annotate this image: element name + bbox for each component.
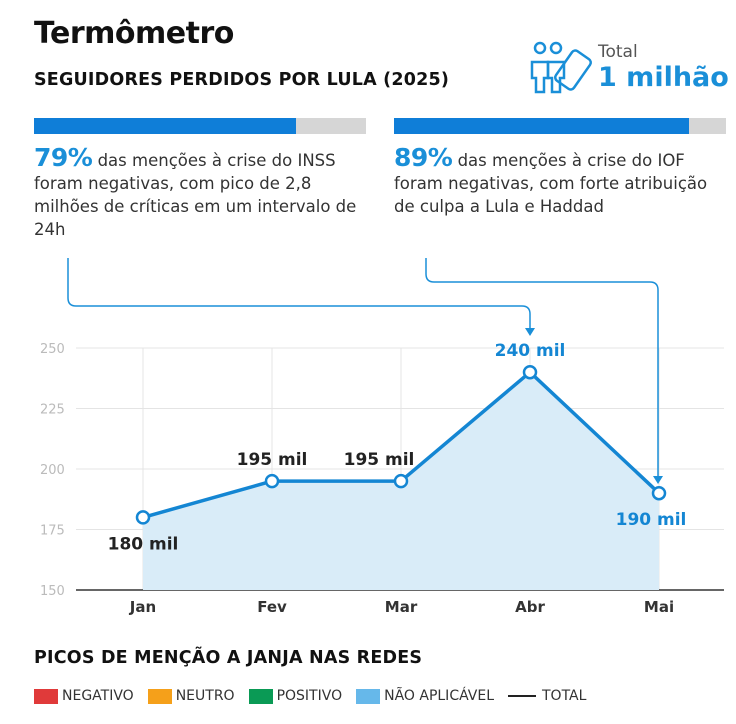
inss-text: das menções à crise do INSS foram negati…: [34, 151, 357, 239]
legend-label: NEUTRO: [175, 688, 235, 704]
legend-total: TOTAL: [508, 688, 586, 704]
data-point: [264, 473, 280, 489]
y-tick-label: 150: [40, 584, 65, 599]
legend: NEGATIVO NEUTRO POSITIVO NÃO APLICÁVEL T…: [34, 688, 600, 704]
y-tick-label: 175: [40, 524, 65, 539]
legend-label: NEGATIVO: [62, 688, 134, 704]
total-label: Total: [598, 42, 638, 62]
data-label: 180 mil: [108, 534, 179, 554]
iof-stat: 89% das menções à crise do IOF foram neg…: [394, 143, 724, 218]
x-tick-label: Jan: [129, 598, 156, 616]
data-point: [393, 473, 409, 489]
chart-subtitle: SEGUIDORES PERDIDOS POR LULA (2025): [34, 70, 450, 90]
legend-label: POSITIVO: [276, 688, 343, 704]
inss-percent: 79%: [34, 143, 93, 172]
iof-text: das menções à crise do IOF foram negativ…: [394, 151, 708, 216]
iof-callout-arrowhead: [653, 476, 663, 484]
legend-swatch: [356, 688, 381, 704]
data-label: 240 mil: [495, 341, 566, 361]
legend-label: TOTAL: [542, 688, 587, 704]
data-label: 195 mil: [237, 450, 308, 470]
x-tick-label: Fev: [257, 598, 287, 616]
legend-swatch: [34, 688, 58, 704]
inss-progress-fill: [34, 118, 297, 134]
inss-callout-arrow: [67, 258, 531, 330]
page-title: Termômetro: [34, 16, 234, 51]
x-tick-label: Abr: [515, 598, 545, 616]
inss-callout-arrowhead: [525, 328, 535, 336]
iof-progress-bar: [394, 118, 726, 134]
total-value: 1 milhão: [598, 62, 729, 93]
section-title: PICOS DE MENÇÃO A JANJA NAS REDES: [34, 648, 423, 668]
data-point: [135, 510, 151, 525]
inss-progress-bar: [34, 118, 366, 134]
data-point: [522, 364, 538, 380]
people-phone-icon: [530, 41, 593, 94]
legend-positivo: POSITIVO: [248, 688, 343, 704]
legend-negativo: NEGATIVO: [34, 688, 134, 704]
x-tick-label: Mar: [385, 598, 418, 616]
x-tick-label: Mai: [644, 598, 674, 616]
y-tick-label: 200: [40, 463, 65, 478]
iof-callout-arrow: [425, 258, 659, 478]
data-point: [651, 485, 667, 501]
legend-line: [508, 695, 536, 697]
legend-label: NÃO APLICÁVEL: [384, 688, 494, 704]
y-tick-label: 250: [40, 342, 65, 357]
legend-swatch: [147, 688, 172, 704]
inss-stat: 79% das menções à crise do INSS foram ne…: [34, 143, 364, 241]
line-chart: 180 mil 195 mil 195 mil 240 mil 190 mil Jan F…: [40, 258, 724, 616]
iof-progress-fill: [394, 118, 690, 134]
data-label: 195 mil: [344, 450, 415, 470]
iof-percent: 89%: [394, 143, 453, 172]
data-label: 190 mil: [616, 510, 687, 530]
legend-nao-aplicavel: NÃO APLICÁVEL: [356, 688, 494, 704]
y-tick-label: 225: [40, 403, 65, 418]
legend-neutro: NEUTRO: [147, 688, 235, 704]
legend-swatch: [248, 688, 273, 704]
